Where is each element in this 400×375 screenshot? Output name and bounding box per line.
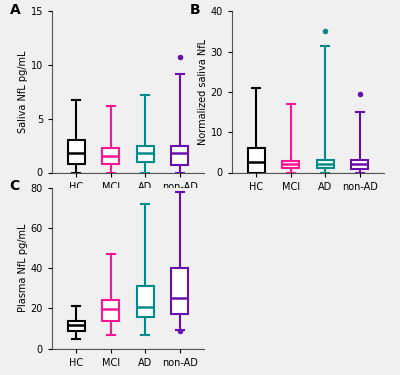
Bar: [137, 146, 154, 162]
Text: A: A: [10, 3, 20, 17]
Bar: [102, 300, 119, 321]
Bar: [248, 148, 265, 172]
Bar: [351, 160, 368, 169]
Y-axis label: Saliva NfL pg/mL: Saliva NfL pg/mL: [18, 51, 28, 133]
Bar: [102, 148, 119, 164]
Bar: [68, 140, 85, 164]
Bar: [171, 268, 188, 315]
Text: C: C: [10, 180, 20, 194]
Bar: [68, 321, 85, 331]
Y-axis label: Plasma NfL pg/mL: Plasma NfL pg/mL: [18, 224, 28, 312]
Bar: [137, 286, 154, 316]
Text: B: B: [190, 3, 200, 17]
Bar: [171, 146, 188, 165]
Y-axis label: Normalized saliva NfL: Normalized saliva NfL: [198, 39, 208, 145]
Bar: [317, 160, 334, 168]
Bar: [282, 161, 299, 168]
